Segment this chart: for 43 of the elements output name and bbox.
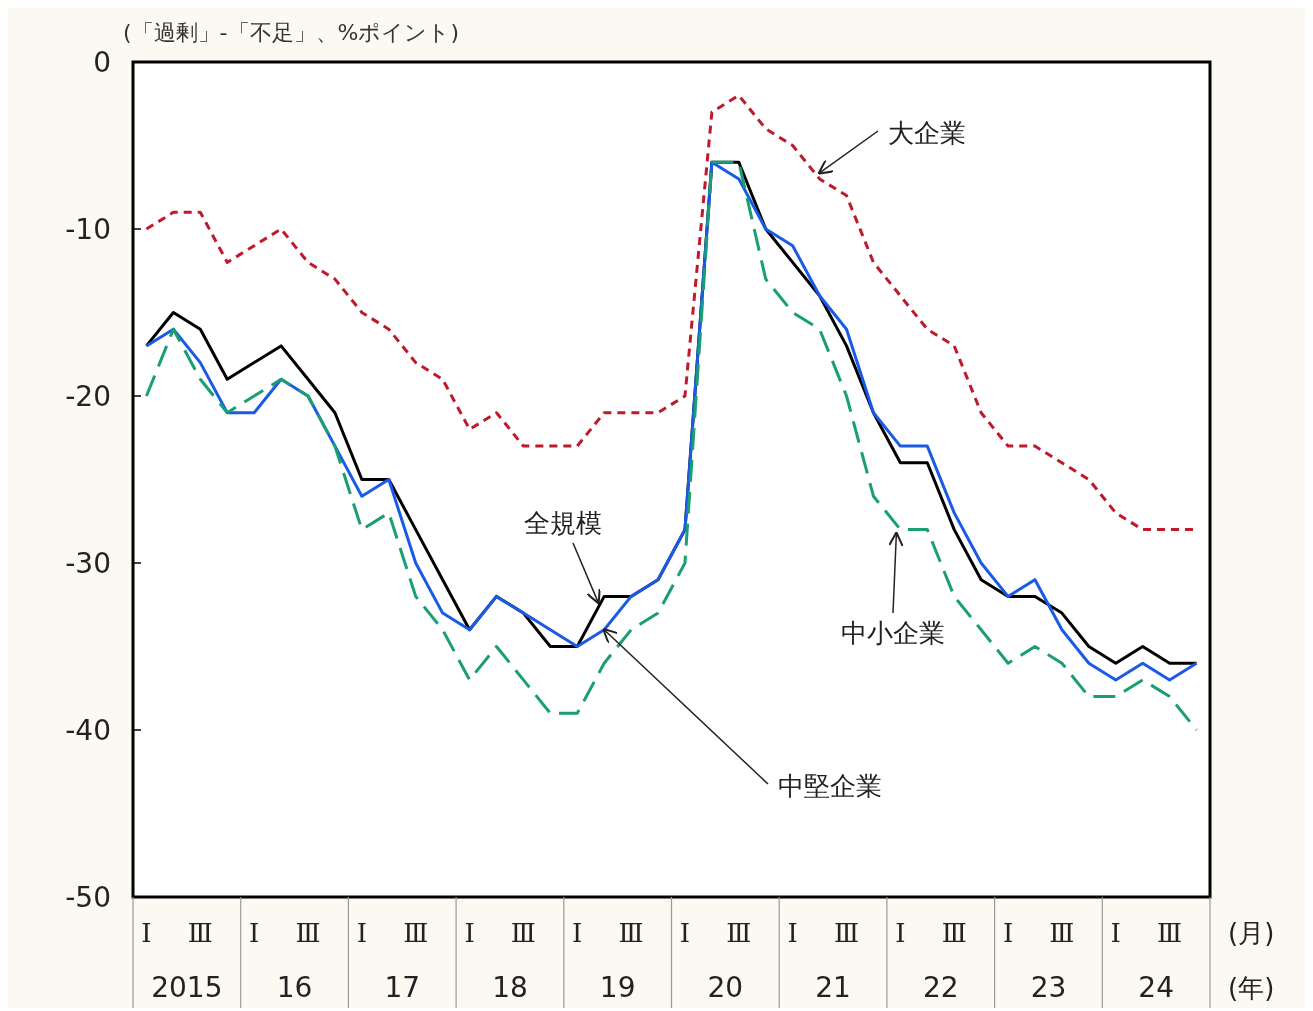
x-tick-label: Ⅲ [510, 918, 536, 948]
x-tick-label: Ⅰ [679, 918, 691, 948]
x-tick-label: Ⅲ [403, 918, 429, 948]
x-tick-label: Ⅰ [787, 918, 798, 948]
text: 2015 [151, 971, 223, 1004]
x-tick-label: Ⅲ [833, 918, 860, 948]
x-tick-label: Ⅰ [1110, 918, 1121, 948]
x-tick-label: Ⅲ [726, 918, 752, 948]
x-tick-label: Ⅲ [295, 918, 321, 948]
x-tick-label: Ⅰ [572, 918, 583, 948]
x-tick-label: Ⅲ [941, 918, 967, 948]
text: 大企業 [888, 118, 966, 148]
text: 中堅企業 [778, 771, 882, 801]
x-tick-label: Ⅰ [249, 918, 260, 948]
x-tick-label: Ⅲ [618, 918, 644, 948]
y-tick-label: -50 [65, 880, 111, 914]
x-tick-label: Ⅲ [187, 918, 213, 948]
text: 23 [1030, 971, 1067, 1004]
text: 19 [599, 971, 636, 1004]
x-tick-label: Ⅰ [356, 918, 367, 948]
y-tick-label: -40 [65, 713, 111, 747]
text: 全規模 [524, 508, 602, 538]
x-tick-label: Ⅰ [141, 918, 152, 948]
y-tick-label: -10 [65, 212, 111, 246]
y-tick-label: -30 [65, 546, 111, 580]
x-tick-label: Ⅰ [1002, 918, 1014, 948]
series-label: 中小企業 [841, 618, 945, 648]
x-tick-label: Ⅲ [1049, 918, 1075, 948]
text: 24 [1138, 971, 1174, 1004]
y-tick-label: 0 [93, 45, 111, 79]
y-axis-title: (「過剰」-「不足」、%ポイント) [123, 20, 460, 45]
text: 22 [922, 971, 959, 1004]
text: 16 [276, 971, 313, 1004]
text: 18 [492, 971, 528, 1004]
x-tick-label: Ⅰ [895, 918, 906, 948]
x-axis-title: (月) [1228, 918, 1275, 948]
text: 21 [815, 971, 851, 1004]
x-tick-label: Ⅰ [464, 918, 475, 948]
text: 17 [384, 971, 421, 1004]
text: (年) [1228, 973, 1275, 1003]
y-tick-label: -20 [65, 379, 111, 413]
x-tick-label: Ⅲ [1157, 918, 1183, 948]
text: 20 [707, 971, 744, 1004]
